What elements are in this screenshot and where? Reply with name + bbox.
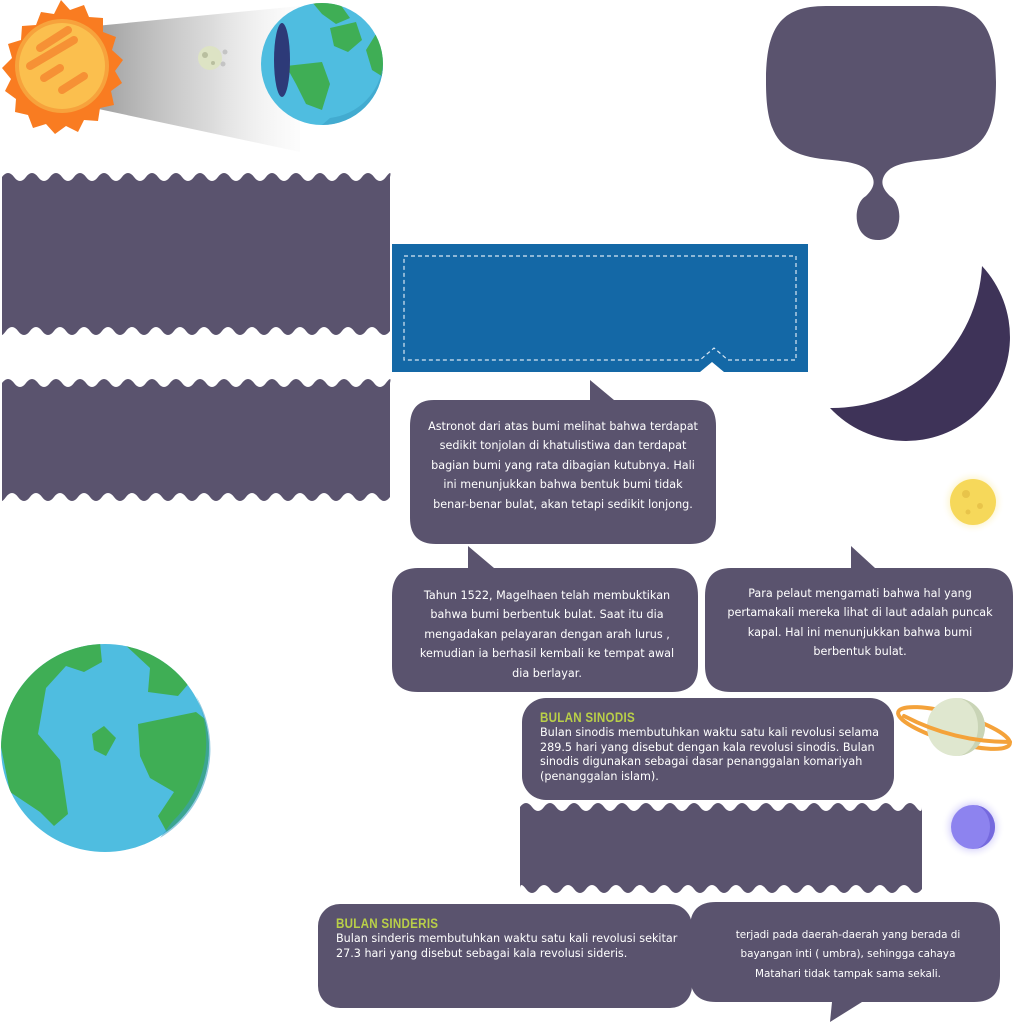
bubble-umbra: terjadi pada daerah-daerah yang berada d… <box>690 902 1002 1024</box>
bubble-bulan-sinodis: BULAN SINODIS Bulan sinodis membutuhkan … <box>522 698 896 802</box>
bubble-magelhaen: Tahun 1522, Magelhaen telah membuktikan … <box>390 546 702 694</box>
sinderis-title: BULAN SINDERIS <box>336 916 439 931</box>
speech-cloud-shape <box>766 6 996 240</box>
bubble-umbra-text: terjadi pada daerah-daerah yang berada d… <box>735 929 961 980</box>
sinodis-title: BULAN SINODIS <box>540 710 635 725</box>
eclipse-illustration <box>2 0 383 152</box>
sinodis-content: BULAN SINODIS Bulan sinodis membutuhkan … <box>540 711 890 784</box>
bubble-astronot: Astronot dari atas bumi melihat bahwa te… <box>408 380 718 546</box>
earth-icon <box>1 644 211 852</box>
wavy-panel-mid-left <box>2 379 392 501</box>
bubble-bulan-sinderis: BULAN SINDERIS Bulan sinderis membutuhka… <box>318 904 694 1010</box>
bubble-pelaut-text: Para pelaut mengamati bahwa hal yang per… <box>727 587 993 659</box>
moon-icon <box>198 46 228 70</box>
blue-banner <box>392 244 808 372</box>
sinderis-text: Bulan sinderis membutuhkan waktu satu ka… <box>336 932 678 960</box>
bubble-astronot-text: Astronot dari atas bumi melihat bahwa te… <box>428 420 698 511</box>
sinderis-content: BULAN SINDERIS Bulan sinderis membutuhka… <box>336 917 688 961</box>
sun-light-beam <box>75 6 300 152</box>
wavy-panel-bottom <box>520 803 922 893</box>
sinodis-text: Bulan sinodis membutuhkan waktu satu kal… <box>540 726 880 783</box>
bubble-magelhaen-text: Tahun 1522, Magelhaen telah membuktikan … <box>419 589 675 680</box>
star-yellow-icon <box>941 470 1005 534</box>
planet-ringed-icon <box>896 698 1012 756</box>
star-purple-icon <box>941 795 1005 859</box>
crescent-moon-icon <box>830 266 1010 441</box>
sun-icon <box>2 0 123 134</box>
bubble-pelaut: Para pelaut mengamati bahwa hal yang per… <box>703 546 1015 694</box>
wavy-panel-top-left <box>2 173 392 335</box>
earth-icon <box>261 3 383 125</box>
